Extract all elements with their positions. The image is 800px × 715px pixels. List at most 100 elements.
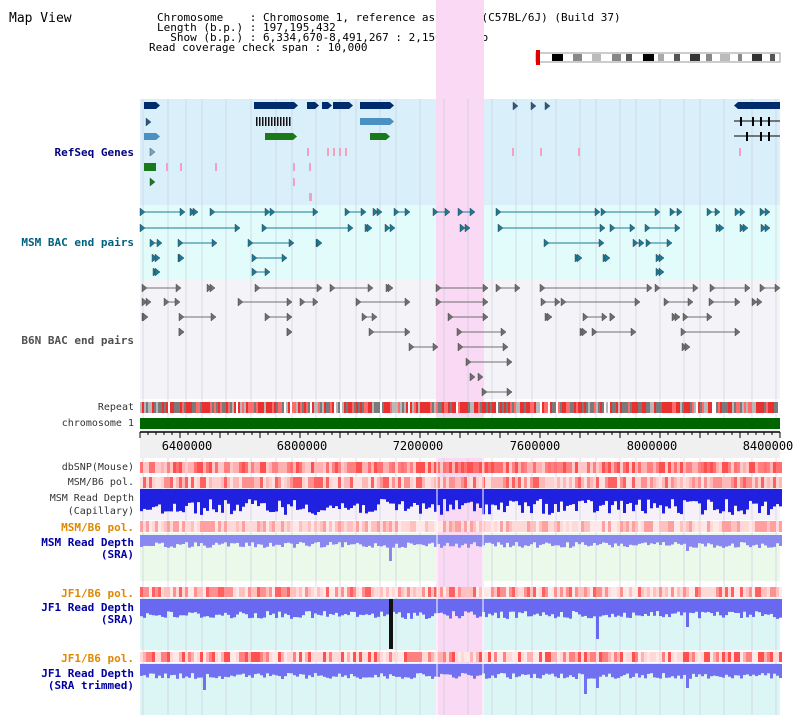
msm-pol-strip-1-cell <box>161 477 164 488</box>
jf1-pol-strip-1-cell <box>491 587 494 597</box>
msm-pol-strip-2-cell <box>677 521 680 532</box>
jf1-pol-strip-1-cell <box>401 587 404 597</box>
jf1-sra-depth-bar <box>746 599 749 618</box>
msm-pol-strip-1-cell <box>272 477 275 488</box>
jf1-pol-strip-2-cell <box>182 652 185 662</box>
jf1-trim-depth-bar <box>587 664 590 679</box>
msm-pol-strip-1-cell <box>449 477 452 488</box>
bac-end-left <box>680 327 687 337</box>
msm-sra-depth-bar <box>623 535 626 547</box>
msm-sra-depth-bar <box>674 535 677 543</box>
jf1-pol-strip-1-cell <box>287 587 290 597</box>
msm-pol-strip-1-cell <box>368 477 371 488</box>
repeat-segment <box>608 402 610 413</box>
jf1-pol-strip-2-cell <box>527 652 530 662</box>
msm-pol-strip-2-cell <box>197 521 200 532</box>
msm-pol-strip-2-cell <box>437 521 440 532</box>
msm-sra-depth-bar <box>473 535 476 543</box>
msm-cap-depth-bar <box>653 489 656 504</box>
jf1-trim-depth-bar <box>176 664 179 679</box>
gene-arrow <box>386 133 390 140</box>
msm-pol-strip-2-cell <box>143 521 146 532</box>
jf1-trim-depth-bar <box>305 664 308 679</box>
jf1-trim-depth-bar <box>641 664 644 676</box>
bac-end-left <box>189 207 196 217</box>
msm-sra-depth-bar <box>284 535 287 544</box>
msm-sra-depth-bar <box>668 535 671 546</box>
msm-sra-depth-bar <box>683 535 686 544</box>
repeat-segment <box>752 402 754 413</box>
msm-sra-depth-bar <box>341 535 344 548</box>
bac-end-left <box>609 223 616 233</box>
jf1-sra-depth-bar <box>314 599 317 614</box>
jf1-pol-strip-2-cell <box>758 652 761 662</box>
msm-cap-depth-bar <box>770 489 773 510</box>
chromosome-bar <box>140 418 780 429</box>
jf1-pol-strip-2-cell <box>476 652 479 662</box>
jf1-pol-strip-2-cell <box>464 652 467 662</box>
jf1-trim-depth-bar <box>152 664 155 674</box>
jf1-trim-depth-bar <box>575 664 578 679</box>
jf1-sra-depth-bar <box>752 599 755 617</box>
msm-sra-depth-bar <box>323 535 326 548</box>
bac-end-left <box>447 312 454 322</box>
bac-end-right <box>389 223 396 233</box>
jf1-sra-depth-bar <box>374 599 377 618</box>
repeat-segment <box>676 402 678 413</box>
dbsnp-strip-cell <box>566 462 569 473</box>
msm-sra-depth-bar <box>305 535 308 546</box>
bac-end-left <box>151 253 158 263</box>
gene-block <box>144 163 156 171</box>
dbsnp-strip-cell <box>731 462 734 473</box>
repeat-segment <box>730 402 732 413</box>
msm-pol-strip-1-cell <box>431 477 434 488</box>
msm-pol-strip-1-cell <box>677 477 680 488</box>
jf1-pol-strip-1-cell <box>656 587 659 597</box>
msm-pol-strip-1-cell <box>560 477 563 488</box>
jf1-trim-depth-bar <box>290 664 293 674</box>
info-coverage-span: Read coverage check span : 10,000 <box>149 41 368 54</box>
msm-sra-depth-bar <box>269 535 272 543</box>
msm-pol-strip-1-cell <box>446 477 449 488</box>
jf1-pol-strip-1-cell <box>185 587 188 597</box>
msm-pol-strip-2-cell <box>686 521 689 532</box>
msm-pol-strip-1-cell <box>398 477 401 488</box>
dbsnp-strip-cell <box>446 462 449 473</box>
jf1-trim-depth-bar <box>569 664 572 676</box>
msm-cap-depth-bar <box>473 489 476 512</box>
track-label-msm-bac[interactable]: MSM BAC end pairs <box>21 236 134 249</box>
msm-pol-strip-2-cell <box>662 521 665 532</box>
msm-pol-strip-2-cell <box>221 521 224 532</box>
chromosome-ideogram[interactable] <box>535 50 781 65</box>
jf1-trim-depth-bar <box>251 664 254 678</box>
jf1-pol-strip-2-cell <box>140 652 143 662</box>
jf1-sra-depth-bar <box>167 599 170 612</box>
dbsnp-strip-cell <box>230 462 233 473</box>
msm-pol-strip-1-cell <box>509 477 512 488</box>
dbsnp-strip-cell <box>464 462 467 473</box>
msm-sra-depth-bar <box>368 535 371 546</box>
jf1-pol-strip-2-cell <box>611 652 614 662</box>
jf1-trim-depth-bar <box>716 664 719 677</box>
msm-cap-depth-bar <box>224 489 227 501</box>
msm-cap-depth-bar <box>185 489 188 506</box>
jf1-trim-depth-bar <box>314 664 317 674</box>
msm-pol-strip-1-cell <box>338 477 341 488</box>
msm-cap-depth-bar <box>386 489 389 502</box>
msm-sra-depth-bar <box>260 535 263 545</box>
bac-end-right <box>601 312 608 322</box>
repeat-segment <box>504 402 506 413</box>
msm-cap-depth-bar <box>722 489 725 512</box>
track-label-b6n-bac[interactable]: B6N BAC end pairs <box>21 334 134 347</box>
jf1-trim-depth-bar <box>209 664 212 678</box>
track-label-refseq-genes[interactable]: RefSeq Genes <box>54 146 134 159</box>
msm-cap-depth-bar <box>587 489 590 500</box>
dbsnp-strip-cell <box>266 462 269 473</box>
msm-pol-strip-1-cell <box>458 477 461 488</box>
jf1-pol-strip-2-cell <box>647 652 650 662</box>
msm-pol-strip-2-cell <box>263 521 266 532</box>
msm-pol-strip-2-cell <box>290 521 293 532</box>
jf1-sra-depth-bar <box>380 599 383 612</box>
jf1-pol-strip-2-cell <box>194 652 197 662</box>
